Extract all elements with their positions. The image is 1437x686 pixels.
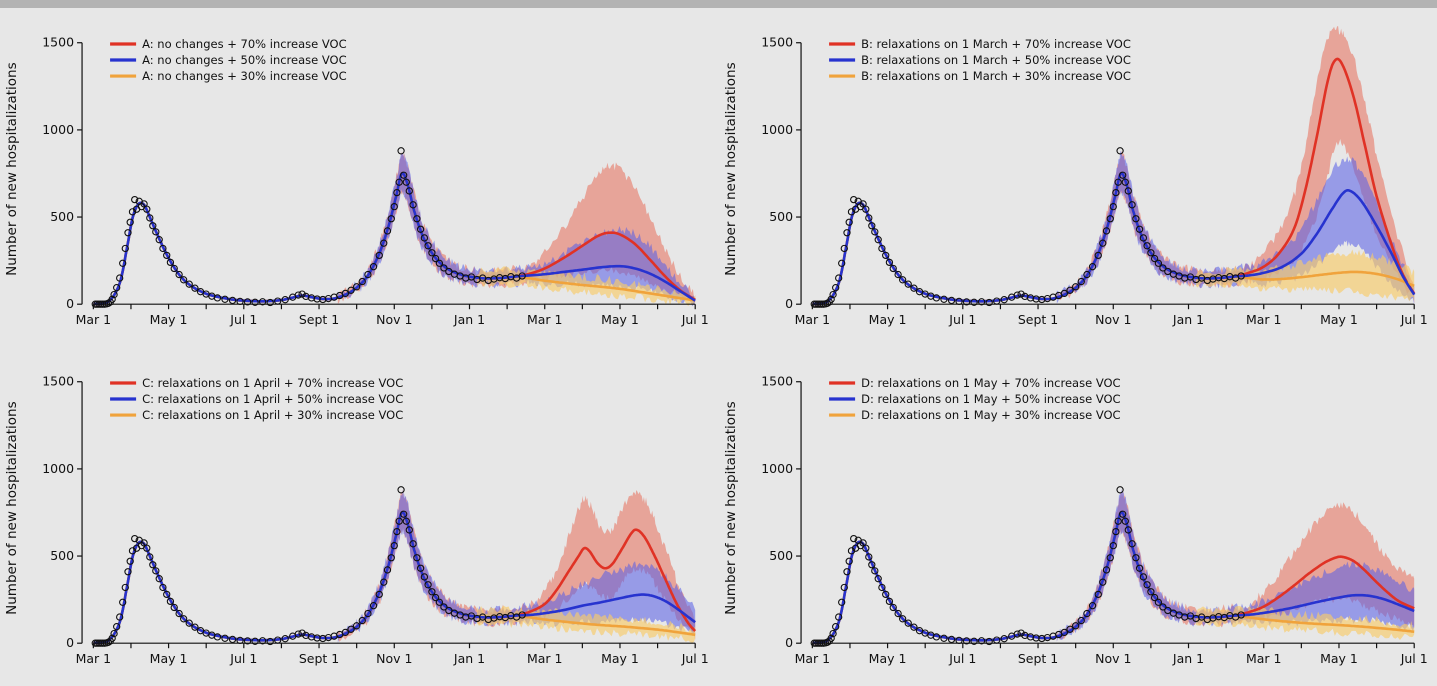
x-tick-label: Sept 1 <box>299 312 339 327</box>
bands <box>1056 26 1413 304</box>
x-tick-label: May 1 <box>601 651 639 666</box>
x-tick-label: Jul 1 <box>948 312 976 327</box>
legend-label: C: relaxations on 1 April + 50% increase… <box>142 392 403 406</box>
legend-label: A: no changes + 30% increase VOC <box>142 69 347 83</box>
x-tick-label: Mar 1 <box>794 312 830 327</box>
legend-label: D: relaxations on 1 May + 50% increase V… <box>861 392 1120 406</box>
x-tick-label: Jul 1 <box>948 651 976 666</box>
y-tick-label: 1000 <box>42 461 74 476</box>
y-axis-label: Number of new hospitalizations <box>4 62 20 276</box>
bands <box>338 152 695 307</box>
x-tick-label: Nov 1 <box>376 312 412 327</box>
x-tick-label: Mar 1 <box>527 651 563 666</box>
observed-points <box>92 487 525 647</box>
x-tick-label: Sept 1 <box>1017 651 1057 666</box>
legend: D: relaxations on 1 May + 70% increase V… <box>829 376 1120 422</box>
observed-points <box>92 148 525 308</box>
chart-C: Mar 1 May 1 Jul 1 Sept 1 Nov 1 Jan 1 Mar 1 May … <box>0 347 719 686</box>
x-tick-label: May 1 <box>868 312 906 327</box>
x-tick-label: Jul 1 <box>229 312 257 327</box>
x-tick-label: Sept 1 <box>299 651 339 666</box>
x-tick-label: Nov 1 <box>376 651 412 666</box>
y-axis-label: Number of new hospitalizations <box>4 402 20 616</box>
x-tick-label: Jan 1 <box>1171 651 1203 666</box>
x-tick-label: Jul 1 <box>229 651 257 666</box>
legend-label: B: relaxations on 1 March + 30% increase… <box>861 69 1131 83</box>
observed-points <box>811 487 1244 647</box>
x-tick-label: Nov 1 <box>1095 651 1131 666</box>
chart-B: Mar 1 May 1 Jul 1 Sept 1 Nov 1 Jan 1 Mar 1 May … <box>719 8 1437 347</box>
legend-label: A: no changes + 70% increase VOC <box>142 37 347 51</box>
y-tick-label: 1500 <box>761 374 793 389</box>
x-tick-label: Mar 1 <box>1245 312 1281 327</box>
panel-B: Mar 1 May 1 Jul 1 Sept 1 Nov 1 Jan 1 Mar 1 May … <box>719 8 1437 347</box>
y-tick-label: 0 <box>66 635 74 650</box>
legend-label: D: relaxations on 1 May + 30% increase V… <box>861 408 1120 422</box>
charts-grid: Mar 1 May 1 Jul 1 Sept 1 Nov 1 Jan 1 Mar 1 May … <box>0 8 1437 679</box>
y-tick-label: 500 <box>769 548 793 563</box>
chart-A: Mar 1 May 1 Jul 1 Sept 1 Nov 1 Jan 1 Mar 1 May … <box>0 8 719 347</box>
x-tick-label: Mar 1 <box>527 312 563 327</box>
panel-A: Mar 1 May 1 Jul 1 Sept 1 Nov 1 Jan 1 Mar 1 May … <box>0 8 719 347</box>
y-tick-label: 1000 <box>761 461 793 476</box>
x-tick-label: Jul 1 <box>1399 651 1427 666</box>
y-tick-label: 1500 <box>761 35 793 50</box>
x-tick-label: Jan 1 <box>1171 312 1203 327</box>
x-tick-label: May 1 <box>1320 312 1358 327</box>
x-tick-label: Jan 1 <box>453 312 485 327</box>
x-tick-label: May 1 <box>601 312 639 327</box>
legend-label: A: no changes + 50% increase VOC <box>142 53 347 67</box>
x-tick-label: Nov 1 <box>1095 312 1131 327</box>
panel-C: Mar 1 May 1 Jul 1 Sept 1 Nov 1 Jan 1 Mar 1 May … <box>0 347 719 686</box>
y-tick-label: 500 <box>50 209 74 224</box>
legend-label: C: relaxations on 1 April + 30% increase… <box>142 408 403 422</box>
y-tick-label: 0 <box>785 296 793 311</box>
x-tick-label: Jul 1 <box>681 651 709 666</box>
x-tick-label: May 1 <box>868 651 906 666</box>
y-tick-label: 1000 <box>761 122 793 137</box>
y-axis-label: Number of new hospitalizations <box>723 402 739 616</box>
y-tick-label: 1000 <box>42 122 74 137</box>
chart-D: Mar 1 May 1 Jul 1 Sept 1 Nov 1 Jan 1 Mar 1 May … <box>719 347 1437 686</box>
x-tick-label: Mar 1 <box>76 312 112 327</box>
y-axis-label: Number of new hospitalizations <box>723 62 739 276</box>
x-tick-label: May 1 <box>150 651 188 666</box>
legend: C: relaxations on 1 April + 70% increase… <box>110 376 403 422</box>
x-tick-label: Jul 1 <box>1399 312 1427 327</box>
y-tick-label: 1500 <box>42 35 74 50</box>
window-top-strip <box>0 0 1437 8</box>
x-tick-label: Jul 1 <box>681 312 709 327</box>
x-tick-label: Jan 1 <box>453 651 485 666</box>
x-tick-label: Sept 1 <box>1017 312 1057 327</box>
y-tick-label: 1500 <box>42 374 74 389</box>
x-tick-label: May 1 <box>1320 651 1358 666</box>
x-tick-label: Mar 1 <box>1245 651 1281 666</box>
panel-D: Mar 1 May 1 Jul 1 Sept 1 Nov 1 Jan 1 Mar 1 May … <box>719 347 1437 686</box>
y-tick-label: 0 <box>785 635 793 650</box>
legend-label: C: relaxations on 1 April + 70% increase… <box>142 376 403 390</box>
legend-label: B: relaxations on 1 March + 50% increase… <box>861 53 1131 67</box>
y-tick-label: 500 <box>50 548 74 563</box>
x-tick-label: Mar 1 <box>76 651 112 666</box>
legend-label: B: relaxations on 1 March + 70% increase… <box>861 37 1131 51</box>
y-tick-label: 500 <box>769 209 793 224</box>
y-tick-label: 0 <box>66 296 74 311</box>
x-tick-label: May 1 <box>150 312 188 327</box>
legend: A: no changes + 70% increase VOC A: no ch… <box>110 37 347 83</box>
legend-label: D: relaxations on 1 May + 70% increase V… <box>861 376 1120 390</box>
x-tick-label: Mar 1 <box>794 651 830 666</box>
legend: B: relaxations on 1 March + 70% increase… <box>829 37 1131 83</box>
